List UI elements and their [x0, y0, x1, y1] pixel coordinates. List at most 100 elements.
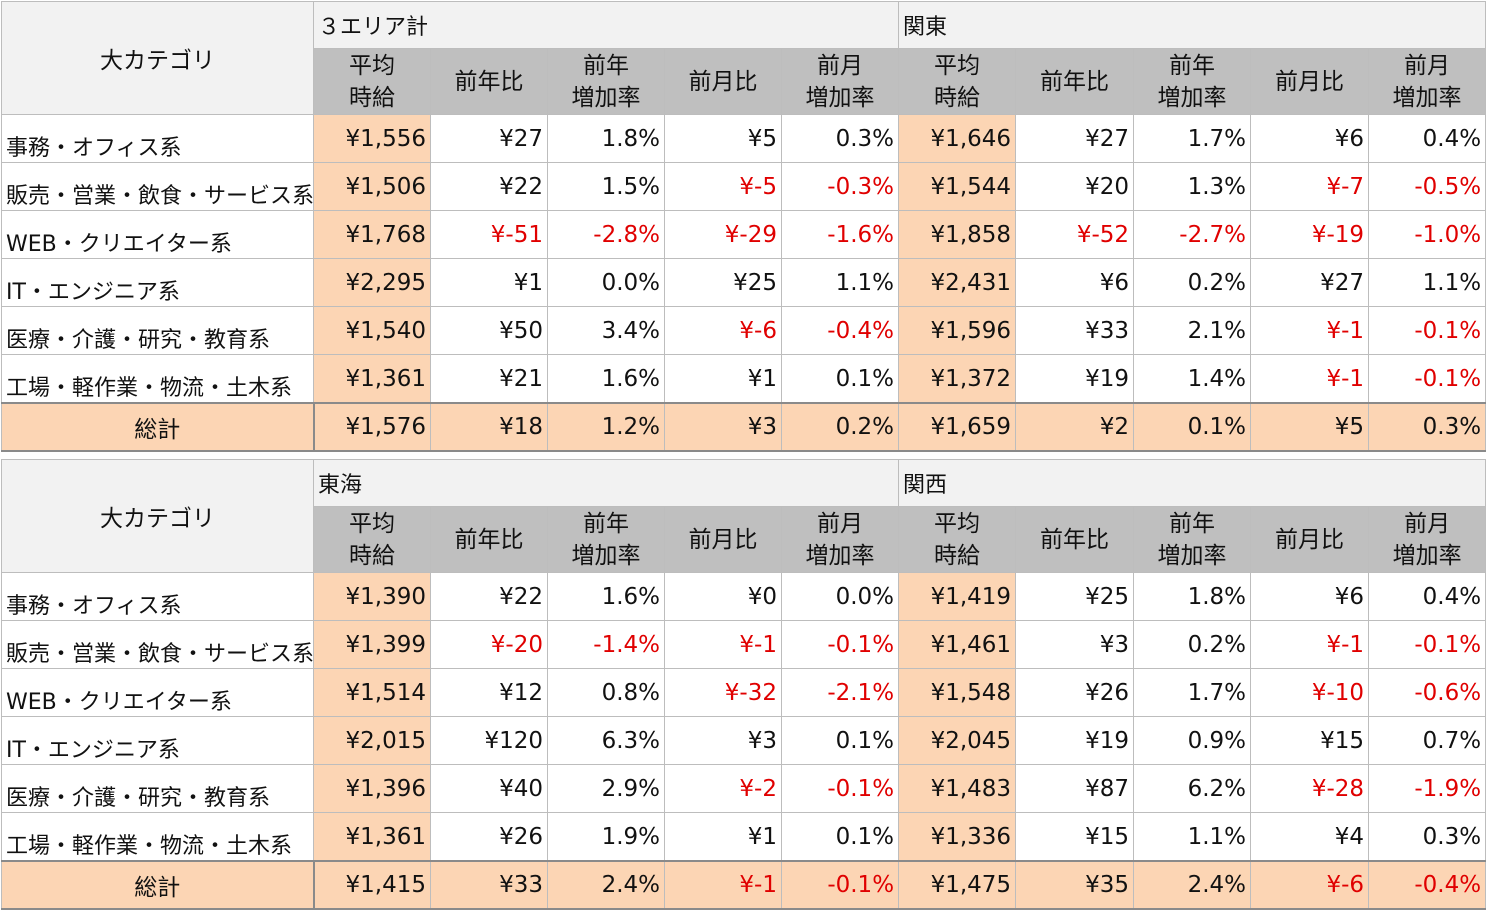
value-cell: ¥1,514	[313, 668, 431, 717]
table-row: 医療・介護・研究・教育系 ¥1,540 ¥50 3.4% ¥-6 -0.4% ¥1,596 ¥…	[1, 306, 1487, 355]
value-cell: ¥-10	[1250, 668, 1370, 717]
column-header: 前年 増加率	[547, 506, 665, 573]
value-cell: ¥25	[664, 258, 782, 307]
total-value: ¥1,415	[313, 860, 431, 910]
value-cell: 1.8%	[547, 114, 665, 163]
value-cell: -1.4%	[547, 620, 665, 669]
value-cell: ¥2,431	[898, 258, 1017, 307]
table-row: IT・エンジニア系 ¥2,015 ¥120 6.3% ¥3 0.1% ¥2,045 ¥19 0.…	[1, 716, 1487, 765]
value-cell: ¥1,361	[313, 354, 431, 404]
category-label: 事務・オフィス系	[1, 572, 314, 621]
value-cell: ¥19	[1015, 354, 1135, 404]
value-cell: -0.1%	[780, 764, 900, 813]
value-cell: 3.4%	[547, 306, 665, 355]
column-header-line: 増加率	[805, 542, 875, 569]
column-header-line: 時給	[349, 84, 395, 111]
value-cell: ¥1,419	[898, 572, 1017, 621]
column-header-line: 前月	[1404, 52, 1451, 79]
value-cell: ¥0	[664, 572, 782, 621]
value-cell: ¥-28	[1250, 764, 1370, 813]
column-header-line: 前年比	[1040, 68, 1110, 95]
category-label: 工場・軽作業・物流・土木系	[1, 812, 314, 862]
value-cell: -0.4%	[780, 306, 900, 355]
value-cell: 1.3%	[1133, 162, 1252, 211]
value-cell: ¥40	[430, 764, 548, 813]
column-header-line: 増加率	[805, 84, 875, 111]
total-value: ¥-6	[1250, 860, 1370, 910]
total-value: ¥1,576	[313, 402, 431, 452]
table-row: WEB・クリエイター系 ¥1,514 ¥12 0.8% ¥-32 -2.1% ¥1,548 ¥…	[1, 668, 1487, 717]
value-cell: ¥1,506	[313, 162, 431, 211]
table-row: IT・エンジニア系 ¥2,295 ¥1 0.0% ¥25 1.1% ¥2,431 ¥6 0.2%…	[1, 258, 1487, 307]
value-cell: 1.6%	[547, 572, 665, 621]
total-value: ¥1,475	[898, 860, 1017, 910]
column-header-line: 増加率	[571, 542, 641, 569]
column-header: 前月比	[664, 48, 782, 115]
column-header-line: 平均	[349, 510, 395, 537]
category-label: 医療・介護・研究・教育系	[1, 306, 314, 355]
column-header-line: 前月比	[1275, 68, 1345, 95]
value-cell: ¥15	[1015, 812, 1135, 862]
region-label: 東海	[312, 459, 900, 507]
value-cell: ¥6	[1250, 114, 1370, 163]
total-value: ¥18	[430, 402, 548, 452]
total-label: 総計	[1, 402, 315, 452]
column-header: 前年 増加率	[547, 48, 665, 115]
value-cell: -0.1%	[1368, 306, 1487, 355]
total-value: ¥35	[1015, 860, 1135, 910]
value-cell: ¥-5	[664, 162, 782, 211]
value-cell: ¥21	[430, 354, 548, 404]
column-header-line: 前月	[817, 52, 864, 79]
column-header: 前月 増加率	[780, 48, 900, 115]
table-row: WEB・クリエイター系 ¥1,768 ¥-51 -2.8% ¥-29 -1.6% ¥1,85…	[1, 210, 1487, 259]
value-cell: 1.7%	[1133, 668, 1252, 717]
column-header-line: 増加率	[1392, 84, 1462, 111]
category-label: 医療・介護・研究・教育系	[1, 764, 314, 813]
total-value: ¥5	[1250, 402, 1370, 452]
column-header-line: 前月比	[688, 68, 758, 95]
column-header-line: 増加率	[1157, 84, 1227, 111]
value-cell: ¥1	[664, 812, 782, 862]
total-value: 0.1%	[1133, 402, 1252, 452]
column-header: 前月 増加率	[780, 506, 900, 573]
value-cell: 1.5%	[547, 162, 665, 211]
value-cell: ¥33	[1015, 306, 1135, 355]
value-cell: ¥1,396	[313, 764, 431, 813]
value-cell: ¥-51	[430, 210, 548, 259]
value-cell: ¥2,295	[313, 258, 431, 307]
category-header: 大カテゴリ	[1, 1, 314, 115]
value-cell: ¥-1	[664, 620, 782, 669]
value-cell: ¥22	[430, 572, 548, 621]
value-cell: -0.1%	[1368, 354, 1487, 404]
value-cell: ¥50	[430, 306, 548, 355]
value-cell: ¥20	[1015, 162, 1135, 211]
value-cell: ¥-1	[1250, 306, 1370, 355]
value-cell: ¥-52	[1015, 210, 1135, 259]
category-label: WEB・クリエイター系	[1, 668, 314, 717]
value-cell: ¥1,461	[898, 620, 1017, 669]
category-label: WEB・クリエイター系	[1, 210, 314, 259]
value-cell: 1.1%	[780, 258, 900, 307]
region-label: ３エリア計	[312, 1, 900, 49]
column-header-line: 前月比	[1275, 526, 1345, 553]
total-value: 0.2%	[780, 402, 900, 452]
value-cell: 1.7%	[1133, 114, 1252, 163]
value-cell: 0.3%	[780, 114, 900, 163]
value-cell: ¥22	[430, 162, 548, 211]
value-cell: ¥6	[1250, 572, 1370, 621]
value-cell: -1.6%	[780, 210, 900, 259]
value-cell: -1.9%	[1368, 764, 1487, 813]
column-header-line: 増加率	[1392, 542, 1462, 569]
value-cell: 6.3%	[547, 716, 665, 765]
column-header-line: 時給	[934, 542, 981, 569]
total-value: ¥1,659	[898, 402, 1017, 452]
column-header-line: 前月	[817, 510, 864, 537]
column-header-line: 前年	[583, 510, 629, 537]
value-cell: ¥-19	[1250, 210, 1370, 259]
column-header-line: 平均	[349, 52, 395, 79]
total-value: 0.3%	[1368, 402, 1487, 452]
value-cell: ¥1,361	[313, 812, 431, 862]
column-header-line: 増加率	[571, 84, 641, 111]
value-cell: -2.7%	[1133, 210, 1252, 259]
value-cell: ¥1,858	[898, 210, 1017, 259]
